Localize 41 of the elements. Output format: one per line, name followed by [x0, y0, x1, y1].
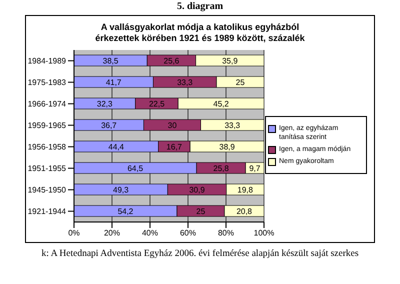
data-label: 64,5	[127, 164, 144, 173]
data-label: 32,3	[96, 99, 114, 108]
y-tick-label: 1921-1944	[28, 207, 67, 216]
data-label: 16,7	[166, 142, 183, 152]
data-label: 30	[168, 120, 178, 130]
y-tick-label: 1951-1955	[28, 164, 67, 174]
chart-title: A vallásgyakorlat módja a katolikus egyházból érkezettek körében 1921 és 1989 között, százalék	[94, 22, 306, 44]
data-label: 33,3	[177, 78, 194, 87]
y-tick-label: 1975-1983	[28, 78, 67, 88]
data-label: 22,5	[148, 99, 166, 108]
data-label: 9,7	[249, 164, 261, 173]
data-label: 35,9	[222, 56, 238, 66]
data-label: 49,3	[113, 185, 130, 194]
y-tick-label: 1984-1989	[28, 56, 67, 66]
y-tick-label: 1945-1950	[28, 186, 67, 195]
data-label: 44,4	[108, 142, 125, 152]
x-tick-label: 80%	[218, 228, 234, 238]
data-label: 38,9	[219, 142, 236, 152]
x-tick-label: 20%	[104, 228, 120, 238]
data-label: 36,7	[101, 120, 118, 130]
data-label: 41,7	[106, 78, 122, 87]
x-tick-label: 40%	[142, 228, 158, 238]
data-label: 19,8	[237, 185, 254, 194]
x-tick-label: 0%	[68, 228, 80, 238]
chart-subtitle: 5. diagram	[176, 1, 224, 12]
data-label: 38,5	[102, 56, 119, 66]
data-label: 54,2	[118, 206, 134, 216]
x-tick-label: 60%	[180, 228, 196, 238]
data-label: 20,8	[236, 206, 253, 216]
data-label: 25,8	[213, 164, 230, 173]
y-tick-label: 1956-1958	[28, 142, 67, 152]
data-label: 25,6	[164, 56, 180, 66]
data-label: 30,9	[189, 185, 206, 194]
y-tick-label: 1959-1965	[28, 121, 67, 130]
data-label: 45,2	[213, 99, 230, 108]
data-label: 33,3	[224, 120, 241, 130]
x-tick-label: 100%	[254, 228, 274, 238]
text: k: A Hetednapi Adventista Egyház 2006. évi felmérése alapján készült saját szerkes	[40, 249, 360, 259]
y-tick-label: 1966-1974	[28, 100, 67, 109]
data-label: 25	[196, 206, 206, 216]
data-label: 25	[236, 78, 246, 87]
